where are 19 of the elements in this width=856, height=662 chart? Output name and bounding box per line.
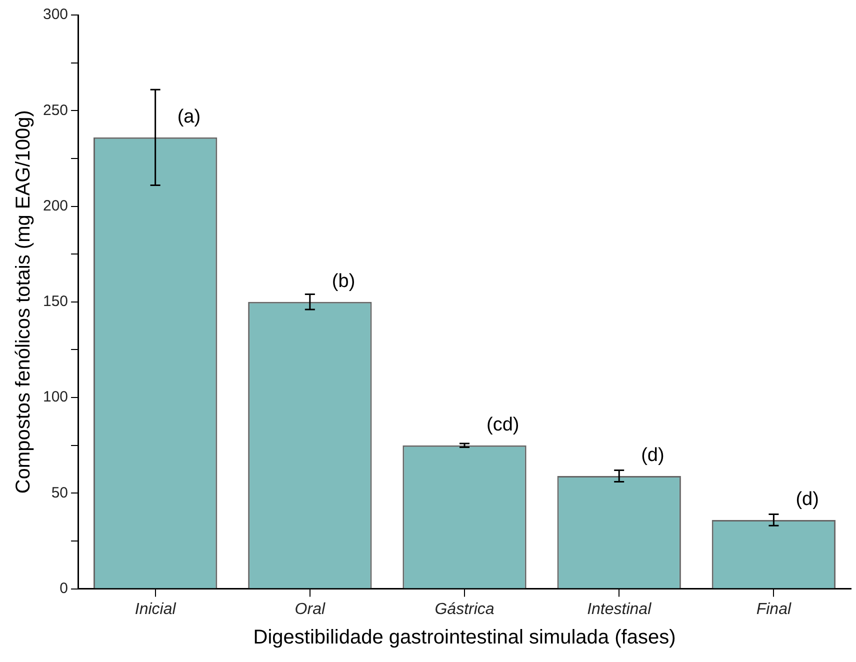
y-tick-label: 50 — [51, 484, 68, 502]
x-axis-title: Digestibilidade gastrointestinal simulada (fases) — [253, 626, 676, 649]
annotation: (d) — [796, 489, 819, 510]
x-tick-label: Gástrica — [434, 600, 494, 618]
annotation: (b) — [332, 271, 356, 292]
y-tick-label: 250 — [42, 102, 68, 119]
annotation: (cd) — [486, 414, 520, 436]
x-tick-label: Inicial — [134, 600, 176, 618]
annotation: (d) — [641, 445, 664, 466]
y-tick-label: 0 — [60, 580, 68, 597]
y-tick-label: 100 — [42, 388, 68, 406]
x-tick-label: Intestinal — [587, 600, 652, 618]
x-tick-label: Oral — [294, 600, 326, 618]
y-tick-label: 300 — [42, 6, 68, 24]
annotation: (a) — [177, 106, 201, 128]
x-tick-label: Final — [756, 600, 792, 618]
y-axis-title: Compostos fenólicos totais (mg EAG/100g) — [12, 110, 35, 494]
y-tick-label: 150 — [42, 293, 68, 310]
y-tick-label: 200 — [42, 197, 68, 214]
